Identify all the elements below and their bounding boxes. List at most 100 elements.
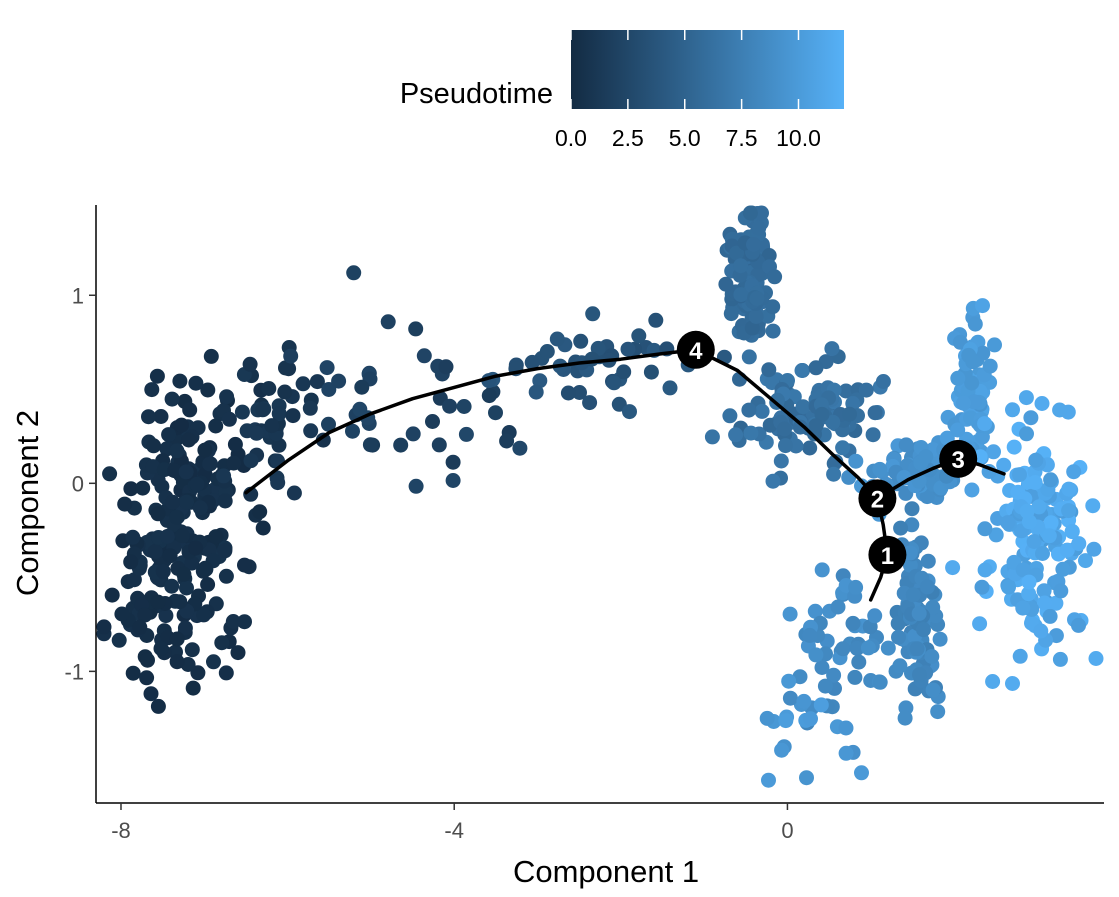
cell-point [911,605,927,621]
cell-point [765,473,781,489]
cell-point [799,770,814,786]
x-ticks: -8 -4 0 [111,803,794,843]
cell-point [179,494,194,510]
y-tick-label: 0 [72,471,84,496]
cell-point [1000,515,1016,531]
cell-point [728,427,744,443]
cell-point [808,360,824,376]
cell-point [499,433,515,449]
cell-point [584,351,600,367]
cell-point [319,360,335,376]
cell-point [1066,464,1082,480]
cell-point [217,543,233,559]
cell-point [830,599,846,615]
cell-point [277,384,293,400]
cell-point [1048,595,1064,611]
cell-point [722,408,738,424]
cell-point [1005,402,1020,418]
cell-point [169,654,185,670]
branch-node-label: 2 [871,486,884,513]
cell-point [742,205,758,221]
cell-point [184,642,200,658]
cell-point [782,690,798,706]
cell-point [975,298,990,314]
cell-point [255,520,271,536]
legend-tick-label: 0.0 [555,125,587,151]
cell-point [255,402,271,418]
cell-point [845,615,861,631]
cell-point [143,686,159,702]
cell-point [972,616,988,632]
cell-point [905,587,921,603]
cell-point [102,466,118,482]
cell-point [141,409,156,425]
cell-point [733,258,749,274]
branch-node-1: 1 [868,535,907,574]
x-tick-label: 0 [781,818,793,843]
legend-tick-label: 10.0 [776,125,821,151]
cell-point [197,560,213,576]
y-tick-label: -1 [64,659,84,684]
cell-point [155,563,171,579]
cell-point [1071,536,1087,552]
cell-point [729,245,745,261]
cell-point [1064,524,1080,540]
cell-point [425,414,440,429]
cell-point [585,306,601,322]
cell-point [925,682,941,698]
cell-point [1034,396,1050,411]
cell-point [817,678,833,694]
cell-point [919,489,935,505]
cell-point [159,529,175,544]
cell-point [177,620,193,636]
cell-point [891,629,906,645]
cell-point [362,437,378,453]
cell-point [838,383,854,399]
cell-point [814,406,830,422]
cell-point [144,382,160,398]
scatter-points [96,205,1104,788]
cell-point [795,399,811,415]
cell-point [781,673,797,689]
cell-point [1078,553,1093,569]
cell-point [902,545,918,561]
cell-point [824,341,840,357]
cell-point [872,461,888,477]
cell-point [1061,481,1077,497]
branch-node-3: 3 [939,439,978,478]
cell-point [169,631,185,647]
cell-point [214,635,230,651]
cell-point [930,704,946,720]
cell-point [950,422,966,438]
cell-point [777,421,792,437]
cell-point [281,361,297,377]
cell-point [826,667,842,683]
cell-point [988,527,1004,543]
cell-point [445,454,461,470]
cell-point [243,453,259,469]
cell-point [1021,586,1037,602]
cell-point [945,560,961,576]
cell-point [858,382,874,398]
cell-point [572,385,587,400]
cell-point [835,440,851,456]
cell-point [765,323,781,339]
cell-point [792,419,808,435]
cell-point [902,557,918,573]
cell-point [778,438,793,454]
cell-point [528,384,544,400]
x-tick-label: -4 [444,818,464,843]
cell-point [965,354,981,370]
cell-point [794,363,810,378]
cell-point [524,354,540,370]
cell-point [975,345,991,361]
cell-point [456,399,472,414]
cell-point [802,440,818,456]
cell-point [123,554,139,570]
cell-point [1027,475,1043,490]
branch-node-label: 1 [881,543,894,570]
cell-point [1059,542,1075,558]
cell-point [1012,467,1027,483]
cell-point [150,594,166,610]
cell-point [743,425,759,441]
